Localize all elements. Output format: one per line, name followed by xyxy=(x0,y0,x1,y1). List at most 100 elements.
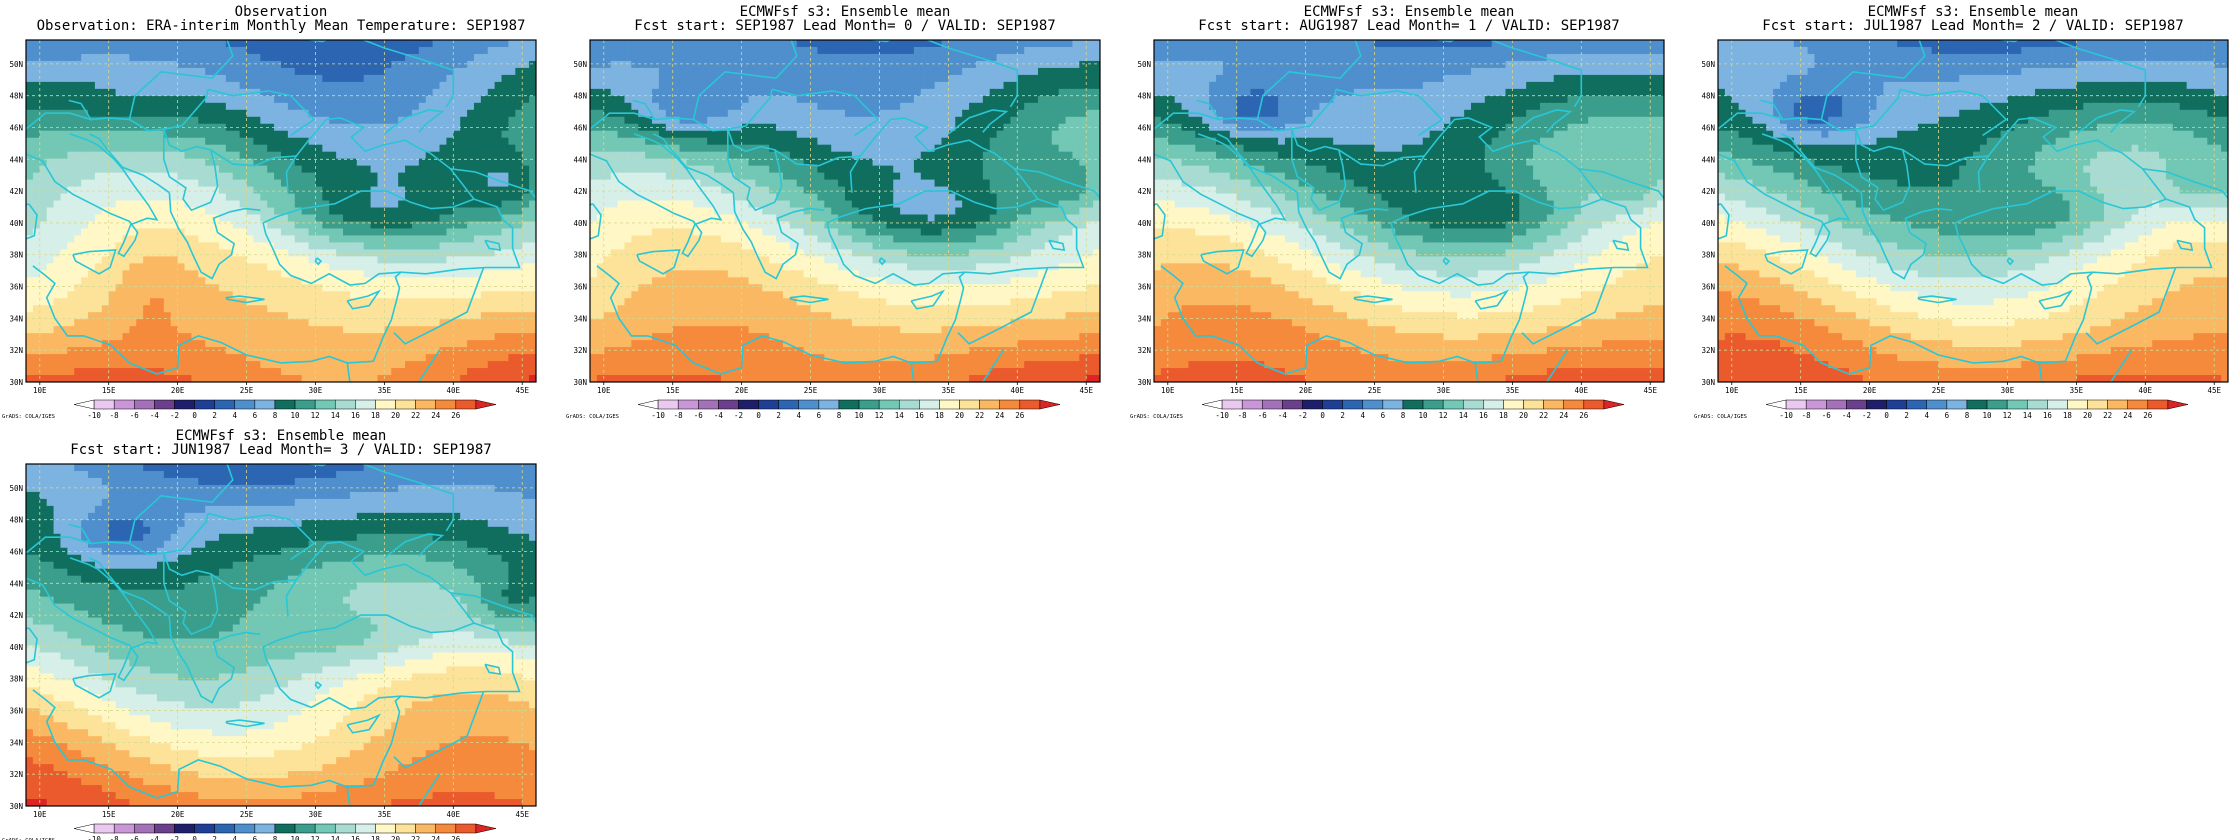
lon-tick-label: 25E xyxy=(804,386,818,395)
colorbar-label: 20 xyxy=(391,411,401,420)
colorbar-label: -4 xyxy=(1278,411,1288,420)
lon-tick-label: 20E xyxy=(1299,386,1313,395)
map-gridlines xyxy=(26,464,536,806)
colorbar-label: 16 xyxy=(351,835,361,840)
lat-tick-label: 46N xyxy=(1701,123,1715,132)
colorbar-label: 2 xyxy=(776,411,781,420)
lat-tick-label: 48N xyxy=(1137,92,1151,101)
map-gridlines xyxy=(1154,40,1664,382)
lat-tick-label: 46N xyxy=(1137,123,1151,132)
colorbar-segment xyxy=(2087,399,2108,410)
lat-tick-label: 44N xyxy=(1137,155,1151,164)
colorbar-segment xyxy=(738,399,759,410)
colorbar-label: 20 xyxy=(391,835,401,840)
colorbar-segment xyxy=(1221,399,1243,410)
lon-tick-label: 45E xyxy=(515,810,529,819)
colorbar-segment xyxy=(355,399,376,410)
temperature-field xyxy=(26,40,536,382)
colorbar-label: 18 xyxy=(371,835,381,840)
colorbar-label: 8 xyxy=(1401,411,1406,420)
colorbar-label: 18 xyxy=(371,411,381,420)
map-frame xyxy=(25,463,537,807)
lon-tick-label: 35E xyxy=(378,386,392,395)
colorbar-label: 16 xyxy=(2043,411,2053,420)
colorbar-segment xyxy=(2147,399,2169,410)
colorbar-segment xyxy=(1805,399,1827,410)
lon-tick-label: 35E xyxy=(942,386,956,395)
panel-subtitle: Fcst start: JUN1987 Lead Month= 3 / VALI… xyxy=(70,442,491,458)
colorbar-segment xyxy=(234,399,256,410)
colorbar-segment xyxy=(93,823,115,834)
coastlines xyxy=(1718,40,2228,382)
colorbar-label: -4 xyxy=(1842,411,1852,420)
lon-tick-label: 40E xyxy=(447,386,461,395)
lat-tick-label: 30N xyxy=(573,378,587,387)
lat-tick-label: 40N xyxy=(9,219,23,228)
colorbar-label: 14 xyxy=(331,411,341,420)
colorbar-label: -10 xyxy=(1779,411,1793,420)
colorbar-label: 26 xyxy=(451,835,461,840)
colorbar: -10-8-6-4-202468101214161820222426GrADS:… xyxy=(2,823,497,840)
colorbar-segment xyxy=(657,399,679,410)
colorbar-label: 22 xyxy=(1539,411,1548,420)
colorbar-label: -6 xyxy=(130,411,140,420)
map-gridlines xyxy=(590,40,1100,382)
colorbar-segment xyxy=(1846,399,1867,410)
colorbar-label: -8 xyxy=(110,835,120,840)
colorbar-segment xyxy=(919,399,940,410)
lat-tick-label: 30N xyxy=(9,802,23,811)
colorbar-label: 6 xyxy=(253,835,258,840)
colorbar-label: 4 xyxy=(233,835,238,840)
colorbar-segment xyxy=(1201,399,1223,410)
lat-tick-label: 50N xyxy=(573,60,587,69)
colorbar-label: 10 xyxy=(291,835,301,840)
colorbar-segment xyxy=(1563,399,1585,410)
colorbar-label: 24 xyxy=(1559,411,1569,420)
map-frame xyxy=(589,39,1101,383)
colorbar-segment xyxy=(939,399,960,410)
temperature-field xyxy=(590,40,1100,382)
colorbar-segment xyxy=(718,399,739,410)
temperature-field xyxy=(1718,40,2228,382)
lat-tick-label: 50N xyxy=(9,60,23,69)
colorbar-segment xyxy=(2006,399,2028,410)
colorbar-label: 16 xyxy=(915,411,925,420)
colorbar-label: 8 xyxy=(1965,411,1970,420)
panel-title: ECMWFsf s3: Ensemble mean xyxy=(1304,4,1515,20)
colorbar-label: -8 xyxy=(674,411,684,420)
lon-tick-label: 35E xyxy=(378,810,392,819)
grads-credit: GrADS: COLA/IGES xyxy=(1130,414,1183,420)
lat-tick-label: 46N xyxy=(573,123,587,132)
lat-tick-label: 30N xyxy=(1137,378,1151,387)
panel-subtitle: Observation: ERA-interim Monthly Mean Te… xyxy=(37,18,526,34)
lat-tick-label: 48N xyxy=(9,92,23,101)
colorbar-label: 4 xyxy=(1361,411,1366,420)
colorbar-segment xyxy=(234,823,256,834)
colorbar-label: 14 xyxy=(1459,411,1469,420)
colorbar-segment xyxy=(1886,399,1907,410)
lon-tick-label: 30E xyxy=(309,386,323,395)
colorbar-segment xyxy=(1503,399,1524,410)
map-frame xyxy=(1717,39,2229,383)
colorbar-segment xyxy=(174,823,195,834)
colorbar-label: -2 xyxy=(170,411,179,420)
lon-tick-label: 20E xyxy=(735,386,749,395)
colorbar-segment xyxy=(435,399,457,410)
colorbar-label: 18 xyxy=(935,411,945,420)
colorbar-label: 20 xyxy=(955,411,965,420)
lat-tick-label: 34N xyxy=(573,314,587,323)
colorbar-segment xyxy=(959,399,980,410)
lat-tick-label: 48N xyxy=(9,516,23,525)
colorbar-segment xyxy=(979,399,1000,410)
lon-tick-label: 35E xyxy=(1506,386,1520,395)
panel-title: ECMWFsf s3: Ensemble mean xyxy=(176,428,387,444)
lat-tick-label: 38N xyxy=(9,675,23,684)
colorbar-segment xyxy=(1866,399,1887,410)
colorbar-segment xyxy=(818,399,840,410)
colorbar-segment xyxy=(1543,399,1564,410)
panel-title: ECMWFsf s3: Ensemble mean xyxy=(740,4,951,20)
lat-tick-label: 32N xyxy=(573,346,587,355)
colorbar-segment xyxy=(1422,399,1444,410)
